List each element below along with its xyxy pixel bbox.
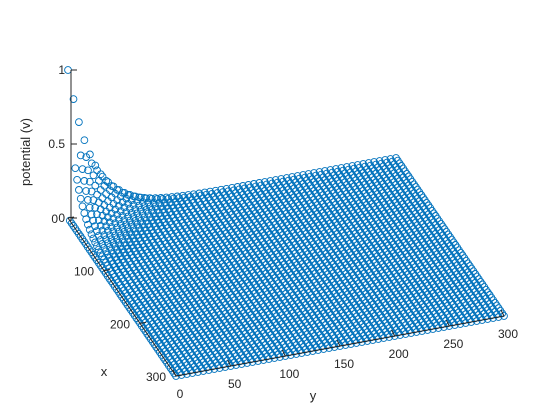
data-point [341,341,350,349]
data-point [483,315,492,323]
data-point [363,337,372,345]
data-point [64,66,72,74]
data-point [440,323,448,331]
data-point [412,328,421,336]
data-point [76,194,85,203]
data-point [73,175,81,184]
data-point [418,327,426,335]
data-point [489,314,497,322]
data-point [87,230,96,239]
data-point [78,202,87,211]
data-point [80,136,89,145]
data-point [423,326,432,334]
data-point [445,322,454,330]
data-point [178,191,187,200]
data-point [478,316,486,324]
x-tick-label: 0 [51,212,58,226]
data-markers [64,66,508,380]
data-point [89,171,98,180]
y-tick-label: 300 [498,327,518,341]
data-point [75,186,83,194]
data-point [396,331,404,339]
data-point [401,330,410,338]
data-point [434,324,443,332]
y-tick-label: 0 [177,387,184,401]
data-point [374,335,383,343]
data-point [467,318,476,326]
data-point [461,319,470,327]
y-tick-label: 50 [228,377,242,391]
data-point [336,342,344,350]
data-point [330,343,339,351]
z-tick-label: 1 [58,63,65,77]
data-point [358,338,366,346]
data-point [368,336,377,344]
data-point [352,339,361,347]
data-point [429,325,437,333]
x-axis-label: x [101,364,108,379]
data-point [89,234,98,243]
x-tick-label: 300 [146,370,166,384]
x-tick-label: 100 [74,265,94,279]
data-point [95,176,103,185]
data-point [385,333,394,341]
data-point [450,321,459,329]
data-point [390,332,399,340]
data-point [347,340,355,348]
x-tick-label: 200 [110,317,130,331]
data-point [407,329,415,337]
data-point [71,164,80,173]
data-point [472,317,481,325]
data-point [500,312,508,320]
y-tick-label: 200 [389,347,409,361]
data-point [104,178,112,186]
data-point [494,313,503,321]
data-point [75,118,83,126]
data-point [325,344,333,352]
z-tick-label: 0.5 [48,137,65,151]
z-tick-label: 0 [58,211,65,225]
z-axis-label: potential (v) [18,118,33,186]
data-point [456,320,465,328]
y-tick-label: 250 [443,337,463,351]
data-point [319,345,328,353]
y-axis-label: y [310,388,317,403]
data-point [379,334,388,342]
y-tick-label: 150 [334,357,354,371]
y-tick-label: 100 [279,367,299,381]
